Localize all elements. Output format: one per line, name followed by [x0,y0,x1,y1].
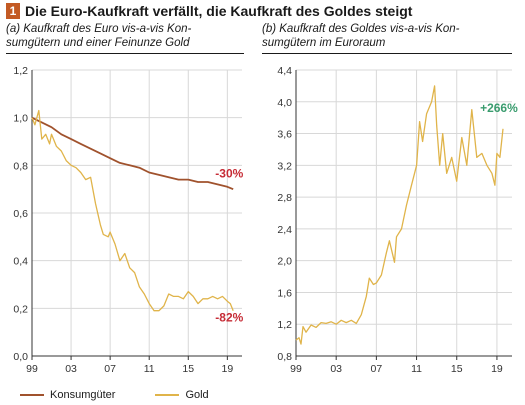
chart-a-y-tick-label: 0,0 [13,351,28,363]
legend-item-gold: Gold [155,389,209,401]
chart-b-x-tick-label: 15 [451,363,463,375]
chart-a-y-tick-label: 0,6 [13,208,28,220]
chart-a-x-tick-label: 99 [26,363,38,375]
chart-b-x-tick-label: 19 [491,363,503,375]
chart-a-y-tick-label: 0,8 [13,160,28,172]
chart-b-subtitle: (b) Kaufkraft des Goldes vis-a-vis Kon- … [262,22,512,50]
legend-label-gold: Gold [185,389,209,401]
figure-number-badge: 1 [6,3,20,19]
chart-b-header-rule [262,53,512,54]
chart-a-x-tick-label: 19 [222,363,234,375]
chart-a-subtitle-line-2: sumgütern und einer Feinunze Gold [6,37,190,49]
chart-b-y-tick-label: 1,2 [277,319,292,331]
chart-a-annotation: -82% [215,310,243,324]
legend-item-konsum: Konsumgüter [20,389,115,401]
chart-a-subtitle: (a) Kaufkraft des Euro vis-a-vis Kon- su… [6,22,246,50]
chart-b-y-tick-label: 0,8 [277,351,292,363]
chart-b-x-tick-label: 99 [290,363,302,375]
chart-a-series-gold [31,109,234,312]
legend-swatch-gold [155,394,180,396]
chart-b-y-tick-label: 4,0 [277,97,292,109]
figure-title-row: 1 Die Euro-Kaufkraft verfällt, die Kaufk… [6,3,412,19]
legend-swatch-konsum [20,394,44,396]
chart-a-x-tick-label: 11 [144,363,155,375]
chart-b-y-tick-label: 2,8 [277,192,292,204]
chart-a-y-tick-label: 0,2 [13,303,28,315]
legend-label-konsum: Konsumgüter [50,389,116,401]
chart-b-x-tick-label: 03 [330,363,342,375]
chart-b-series-gold [295,85,504,345]
chart-a-y-tick-label: 1,2 [13,65,28,77]
chart-a-x-tick-label: 07 [104,363,116,375]
chart-b-y-tick-label: 3,2 [277,160,292,172]
chart-a-series-konsumgter [31,116,234,191]
chart-b-y-tick-label: 4,4 [277,65,292,77]
chart-a-header-rule [6,53,244,54]
chart-a-y-tick-label: 0,4 [13,256,28,268]
chart-b-y-tick-label: 1,6 [277,287,292,299]
chart-b-y-tick-label: 2,4 [277,224,292,236]
chart-a-subtitle-line-1: (a) Kaufkraft des Euro vis-a-vis Kon- [6,23,192,35]
chart-b-annotation: +266% [480,101,518,115]
chart-a-x-tick-label: 03 [65,363,77,375]
chart-b-y-tick-label: 3,6 [277,129,292,141]
chart-b-y-tick-label: 2,0 [277,256,292,268]
chart-b-subtitle-line-1: (b) Kaufkraft des Goldes vis-a-vis Kon- [262,23,460,35]
chart-a-y-tick-label: 1,0 [13,113,28,125]
legend: Konsumgüter Gold [20,389,249,401]
chart-b-x-tick-label: 11 [411,363,422,375]
chart-a-annotation: -30% [215,166,243,180]
figure-title: Die Euro-Kaufkraft verfällt, die Kaufkra… [25,3,413,19]
chart-b-subtitle-line-2: sumgütern im Euroraum [262,37,386,49]
chart-b-x-tick-label: 07 [371,363,383,375]
chart-a-x-tick-label: 15 [182,363,194,375]
